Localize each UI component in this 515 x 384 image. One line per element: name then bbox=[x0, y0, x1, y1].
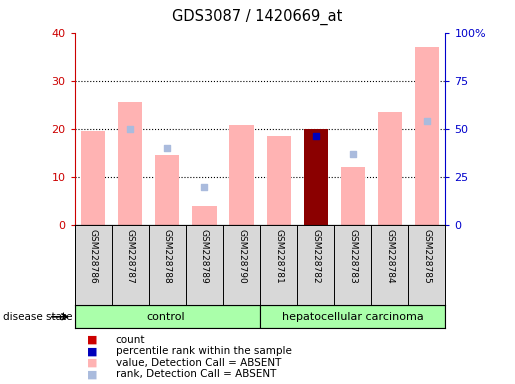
Bar bbox=[75, 305, 260, 328]
Text: hepatocellular carcinoma: hepatocellular carcinoma bbox=[282, 312, 424, 322]
Text: percentile rank within the sample: percentile rank within the sample bbox=[116, 346, 292, 356]
Text: GDS3087 / 1420669_at: GDS3087 / 1420669_at bbox=[173, 9, 342, 25]
Bar bbox=[156, 155, 179, 225]
Bar bbox=[378, 112, 402, 225]
Point bbox=[163, 145, 171, 151]
Point bbox=[349, 151, 357, 157]
Text: ■: ■ bbox=[88, 346, 98, 356]
Bar bbox=[304, 129, 328, 225]
Text: GSM228782: GSM228782 bbox=[311, 229, 320, 283]
Text: GSM228784: GSM228784 bbox=[385, 229, 394, 283]
Text: GSM228788: GSM228788 bbox=[163, 229, 172, 283]
Text: control: control bbox=[146, 312, 185, 322]
Text: ■: ■ bbox=[88, 358, 98, 368]
Text: GSM228781: GSM228781 bbox=[274, 229, 283, 283]
Point bbox=[423, 118, 431, 124]
Bar bbox=[118, 102, 142, 225]
Point bbox=[312, 133, 320, 139]
Bar bbox=[267, 136, 290, 225]
Text: disease state: disease state bbox=[3, 312, 72, 322]
Text: ■: ■ bbox=[88, 335, 98, 345]
Text: value, Detection Call = ABSENT: value, Detection Call = ABSENT bbox=[116, 358, 281, 368]
Text: GSM228789: GSM228789 bbox=[200, 229, 209, 283]
Bar bbox=[341, 167, 365, 225]
Text: count: count bbox=[116, 335, 145, 345]
Text: rank, Detection Call = ABSENT: rank, Detection Call = ABSENT bbox=[116, 369, 276, 379]
Bar bbox=[230, 125, 253, 225]
Text: GSM228783: GSM228783 bbox=[348, 229, 357, 283]
Point bbox=[200, 184, 209, 190]
Bar bbox=[415, 47, 439, 225]
Text: GSM228787: GSM228787 bbox=[126, 229, 135, 283]
Bar bbox=[81, 131, 105, 225]
Bar bbox=[193, 207, 216, 225]
Point bbox=[126, 126, 134, 132]
Text: GSM228785: GSM228785 bbox=[422, 229, 432, 283]
Text: GSM228786: GSM228786 bbox=[89, 229, 98, 283]
Bar bbox=[260, 305, 445, 328]
Text: ■: ■ bbox=[88, 369, 98, 379]
Text: GSM228790: GSM228790 bbox=[237, 229, 246, 283]
